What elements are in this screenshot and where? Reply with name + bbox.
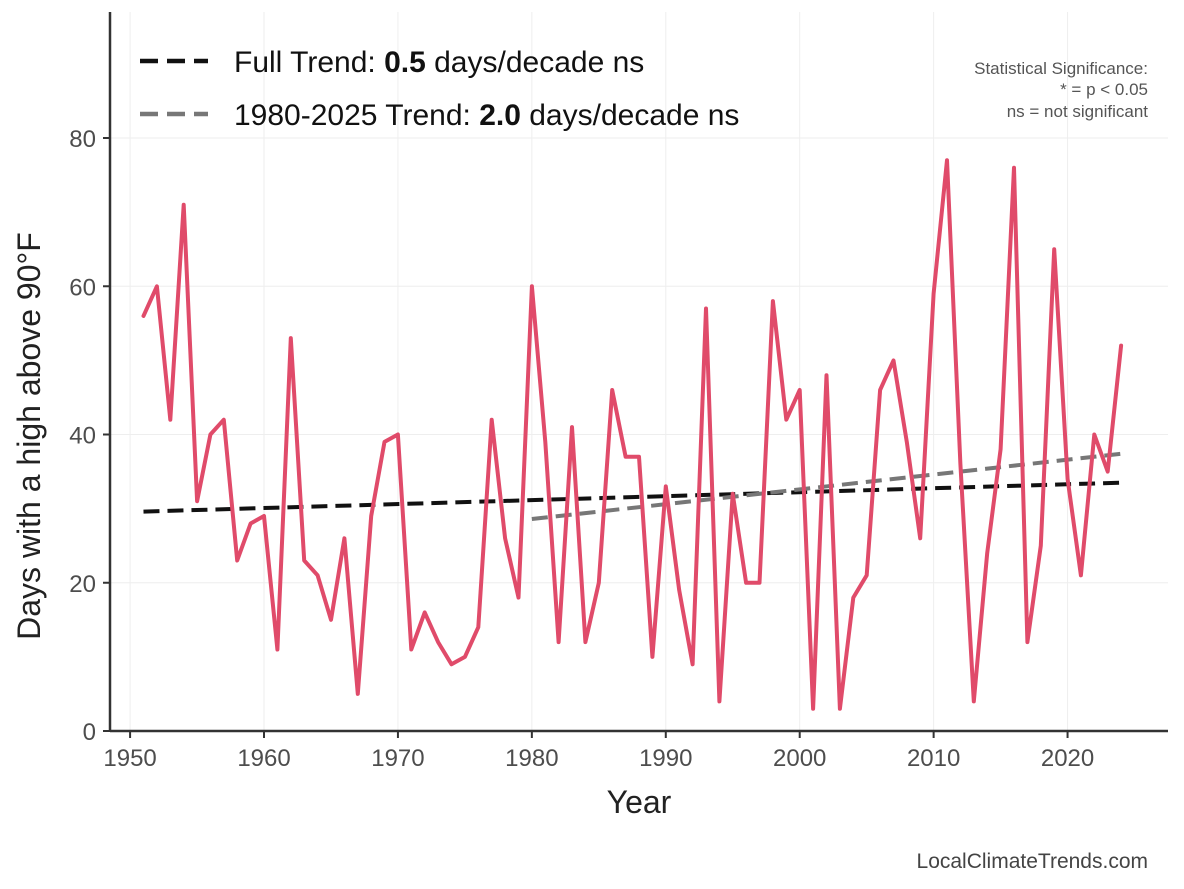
x-tick-label: 1990 [639,745,692,772]
y-tick-label: 20 [69,571,96,598]
trend-line-full [143,480,1122,514]
significance-note: Statistical Significance: * = p < 0.05 n… [974,59,1148,121]
significance-title: Statistical Significance: [974,59,1148,78]
legend-unit-recent-trend: days/decade [529,99,699,132]
x-tick-label: 1970 [371,745,424,772]
series-line-days-above-90 [141,158,1124,711]
data-series [141,158,1124,711]
legend-value-full-trend: 0.5 [384,46,426,79]
source-credit: LocalClimateTrends.com [917,850,1148,873]
legend-sig-recent-trend: ns [708,99,740,132]
legend-unit-full-trend: days/decade [434,46,604,79]
x-tick-label: 2000 [773,745,826,772]
y-tick-label: 60 [69,274,96,301]
x-tick-label: 2010 [907,745,960,772]
legend-name-recent-trend: 1980-2025 Trend [234,99,463,132]
x-tick-label: 1980 [505,745,558,772]
trend-lines [143,451,1122,521]
significance-line-2: ns = not significant [1007,102,1149,121]
legend: Full Trend: 0.5 days/decade ns 1980-2025… [140,46,739,132]
x-tick-label: 1960 [237,745,290,772]
legend-label-recent-trend: 1980-2025 Trend: 2.0 days/decade ns [234,99,739,132]
significance-line-1: * = p < 0.05 [1060,80,1148,99]
x-tick-label: 1950 [103,745,156,772]
legend-name-full-trend: Full Trend [234,46,367,79]
x-tick-label: 2020 [1041,745,1094,772]
legend-sig-full-trend: ns [613,46,645,79]
y-tick-label: 40 [69,423,96,450]
legend-label-full-trend: Full Trend: 0.5 days/decade ns [234,46,644,79]
y-tick-label: 80 [69,126,96,153]
y-tick-label: 0 [83,719,96,746]
legend-value-recent-trend: 2.0 [479,99,521,132]
x-axis-title: Year [607,784,672,820]
tick-labels: 1950 1960 1970 1980 1990 2000 2010 2020 0 20 40 60 8… [69,126,1094,772]
axes [108,12,1168,733]
y-axis-title: Days with a high above 90°F [11,232,47,640]
